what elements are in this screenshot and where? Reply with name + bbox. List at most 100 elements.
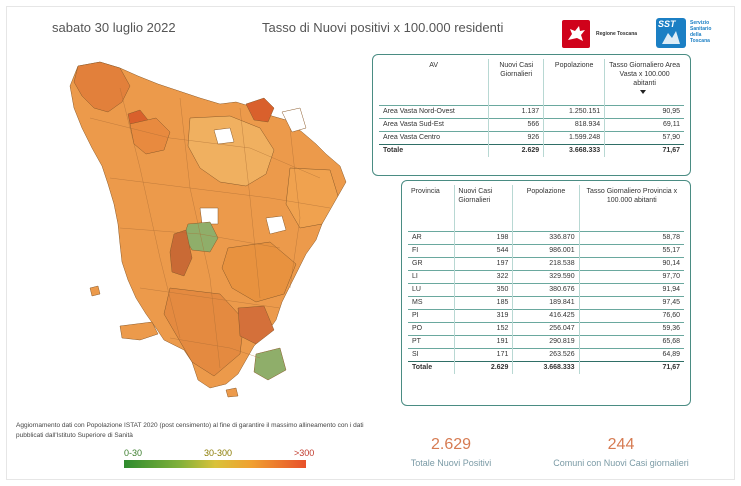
prov-code: GR [408,256,455,270]
table-row: GR 197 218.538 90,14 [408,256,684,270]
prov-population: 263.526 [512,347,580,361]
av-total-cases: 2.629 [488,143,544,157]
table-row: SI 171 263.526 64,89 [408,347,684,361]
prov-total-label: Totale [408,360,455,374]
table-total-row: Totale 2.629 3.668.333 71,67 [408,360,684,374]
prov-rate: 97,70 [578,269,684,283]
av-cases: 926 [488,130,544,144]
area-vasta-table-card: AV Nuovi Casi Giornalieri Popolazione Ta… [372,54,691,176]
map-gap-1 [281,107,307,133]
kpi-total-positives-label: Totale Nuovi Positivi [410,458,492,468]
prov-population: 218.538 [512,256,580,270]
provincia-table-card: Provincia Nuovi Casi Giornalieri Popolaz… [401,180,691,406]
prov-header-cases[interactable]: Nuovi Casi Giornalieri [454,185,513,231]
av-rate: 90,95 [604,104,684,118]
av-total-rate: 71,67 [604,143,684,157]
table-row: PT 191 290.819 65,68 [408,334,684,348]
table-row: LI 322 329.590 97,70 [408,269,684,283]
prov-cases: 544 [454,243,513,257]
table-row: LU 350 380.676 91,94 [408,282,684,296]
prov-population: 380.676 [512,282,580,296]
sst-mark-text: SST [658,19,676,29]
prov-cases: 350 [454,282,513,296]
prov-population: 290.819 [512,334,580,348]
prov-rate: 59,36 [578,321,684,335]
prov-total-cases: 2.629 [454,360,513,374]
av-header-cases[interactable]: Nuovi Casi Giornalieri [488,59,544,105]
prov-code: PI [408,308,455,322]
map-zone-south-low [253,347,287,381]
av-name: Area Vasta Centro [379,130,489,144]
prov-rate: 97,45 [578,295,684,309]
av-total-label: Totale [379,143,489,157]
prov-population: 189.841 [512,295,580,309]
prov-rate: 58,78 [578,230,684,244]
av-header-rate-label: Tasso Giornaliero Area Vasta x 100.000 a… [609,62,680,87]
legend-high-label: >300 [294,448,315,458]
prov-population: 336.870 [512,230,580,244]
prov-rate: 65,68 [578,334,684,348]
av-rate: 69,11 [604,117,684,131]
table-row: Area Vasta Sud-Est 566 818.934 69,11 [379,117,684,131]
map-zone-livorno-high [169,229,193,277]
map-gap-4 [199,207,219,225]
area-vasta-table: AV Nuovi Casi Giornalieri Popolazione Ta… [379,59,684,157]
kpi-municipalities-label: Comuni con Nuovi Casi giornalieri [553,458,689,468]
av-header-rate[interactable]: Tasso Giornaliero Area Vasta x 100.000 a… [604,59,684,105]
prov-cases: 322 [454,269,513,283]
prov-header-name[interactable]: Provincia [411,188,440,195]
prov-population: 986.001 [512,243,580,257]
prov-total-population: 3.668.333 [512,360,580,374]
sst-logo: SST Servizio Sanitario della Toscana [656,18,724,50]
prov-code: FI [408,243,455,257]
prov-population: 416.425 [512,308,580,322]
sort-desc-icon[interactable] [639,90,646,95]
prov-rate: 76,60 [578,308,684,322]
map-zone-siena [221,241,297,303]
map-zone-firenze [187,115,275,187]
av-header-population[interactable]: Popolazione [543,59,605,105]
prov-header-rate[interactable]: Tasso Giornaliero Provincia x 100.000 ab… [578,185,684,231]
map-zone-grosseto [163,287,245,377]
av-cases: 1.137 [488,104,544,118]
prov-code: SI [408,347,455,361]
regione-toscana-logo: Regione Toscana [562,20,642,50]
av-population: 818.934 [543,117,605,131]
prov-cases: 197 [454,256,513,270]
kpi-total-positives: 2.629 Totale Nuovi Positivi [398,436,504,468]
prov-rate: 55,17 [578,243,684,257]
table-row: MS 185 189.841 97,45 [408,295,684,309]
regione-toscana-text: Regione Toscana [596,31,638,37]
av-name: Area Vasta Nord-Ovest [379,104,489,118]
prov-cases: 198 [454,230,513,244]
report-date: sabato 30 luglio 2022 [52,20,176,35]
kpi-municipalities-value: 244 [607,436,635,453]
map-island-giglio [225,387,239,398]
map-gap-2 [213,127,235,145]
table-row: Area Vasta Centro 926 1.599.248 57,90 [379,130,684,144]
prov-population: 329.590 [512,269,580,283]
prov-code: LU [408,282,455,296]
prov-header-population[interactable]: Popolazione [512,185,580,231]
prov-cases: 191 [454,334,513,348]
prov-cases: 171 [454,347,513,361]
av-header-name[interactable]: AV [429,62,439,69]
color-legend-bar [124,460,306,468]
table-total-row: Totale 2.629 3.668.333 71,67 [379,143,684,157]
av-rate: 57,90 [604,130,684,144]
prov-code: PO [408,321,455,335]
av-total-population: 3.668.333 [543,143,605,157]
map-zone-mugello-high [245,97,275,123]
data-update-note: Aggiornamento dati con Popolazione ISTAT… [16,422,364,439]
table-row: Area Vasta Nord-Ovest 1.137 1.250.151 90… [379,104,684,118]
av-cases: 566 [488,117,544,131]
av-population: 1.250.151 [543,104,605,118]
kpi-municipalities: 244 Comuni con Nuovi Casi giornalieri [538,436,704,468]
provincia-table: Provincia Nuovi Casi Giornalieri Popolaz… [408,185,684,374]
map-zone-arezzo [285,167,339,229]
legend-low-label: 0-30 [124,448,143,458]
map-island-capraia [89,285,101,297]
av-population: 1.599.248 [543,130,605,144]
prov-cases: 319 [454,308,513,322]
legend-mid-label: 30-300 [204,448,233,458]
